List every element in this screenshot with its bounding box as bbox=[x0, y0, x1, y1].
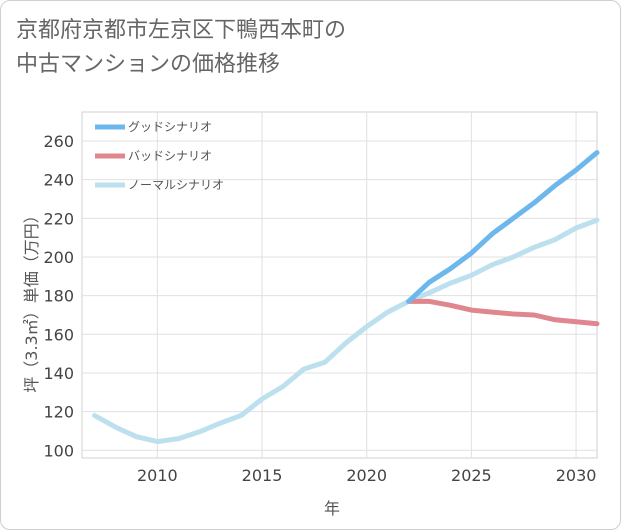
x-tick-label: 2010 bbox=[137, 466, 178, 485]
plot-frame bbox=[81, 111, 598, 459]
y-tick-label: 240 bbox=[43, 171, 74, 190]
series-line-good bbox=[406, 150, 600, 304]
x-tick-label: 2030 bbox=[556, 466, 597, 485]
tick-labels: 100 120 140 160 180 200 220 240 260 2010 2015 2020 2… bbox=[43, 132, 596, 485]
y-tick-label: 180 bbox=[43, 287, 74, 306]
y-tick-label: 100 bbox=[43, 441, 74, 460]
y-tick-label: 260 bbox=[43, 132, 74, 151]
y-tick-label: 200 bbox=[43, 248, 74, 267]
y-tick-label: 120 bbox=[43, 403, 74, 422]
legend-label: グッドシナリオ bbox=[128, 120, 212, 134]
x-tick-label: 2015 bbox=[242, 466, 283, 485]
series-line-bad bbox=[406, 298, 600, 327]
legend-label: ノーマルシナリオ bbox=[128, 178, 224, 192]
chart-title: 京都府京都市左京区下鴨西本町の 中古マンションの価格推移 bbox=[16, 14, 346, 82]
x-tick-label: 2020 bbox=[346, 466, 387, 485]
x-tick-label: 2025 bbox=[451, 466, 492, 485]
y-tick-label: 140 bbox=[43, 364, 74, 383]
plot-area bbox=[81, 111, 598, 459]
legend-label: バッドシナリオ bbox=[128, 149, 212, 163]
chart-title-line-1: 京都府京都市左京区下鴨西本町の bbox=[16, 18, 347, 43]
series-line-normal bbox=[92, 217, 600, 445]
y-tick-label: 220 bbox=[43, 209, 74, 228]
chart-title-line-2: 中古マンションの価格推移 bbox=[16, 52, 281, 77]
x-axis-label: 年 bbox=[324, 499, 340, 518]
grid-lines bbox=[82, 112, 597, 458]
y-axis-label: 坪（3.3㎡）単価（万円） bbox=[22, 207, 41, 392]
series-lines bbox=[92, 150, 600, 445]
y-tick-label: 160 bbox=[43, 325, 74, 344]
